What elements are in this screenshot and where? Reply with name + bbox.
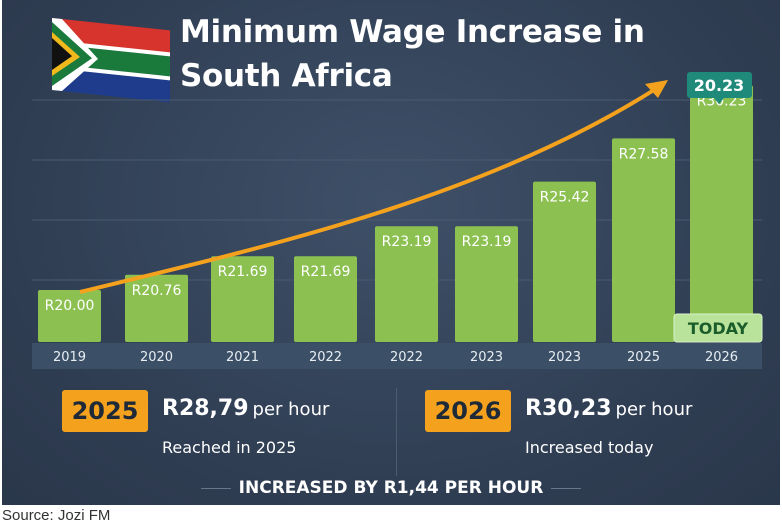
x-tick-label: 2025 (627, 350, 660, 365)
callout-badge: 20.23 (687, 72, 752, 104)
data-label: R20.76 (132, 283, 182, 299)
footer-text: INCREASED BY R1,44 PER HOUR (238, 478, 544, 498)
data-label: R25.42 (540, 190, 590, 206)
x-tick-label: 2022 (309, 350, 342, 365)
page-title: Minimum Wage Increase in South Africa (180, 14, 645, 94)
unit: per hour (252, 399, 330, 420)
bar (125, 274, 188, 342)
note: Reached in 2025 (162, 438, 297, 457)
year-badge: 2025 (62, 390, 148, 432)
x-axis-band (32, 343, 762, 369)
infographic-panel: R20.00 2019 R20.76 2020 R21.69 2021 R21.69 2022… (2, 0, 780, 505)
chart: R20.00 2019 R20.76 2020 R21.69 2021 R21.69 2022… (32, 18, 763, 369)
footer-banner: INCREASED BY R1,44 PER HOUR (2, 478, 780, 498)
x-tick-label: 2023 (548, 350, 581, 365)
note: Increased today (525, 438, 654, 457)
divider (396, 388, 397, 476)
data-label: R23.19 (382, 234, 432, 250)
x-tick-label: 2019 (53, 350, 86, 365)
data-label: R21.69 (301, 264, 351, 280)
today-badge: TODAY (673, 313, 763, 343)
bar (211, 256, 274, 342)
source-caption: Source: Jozi FM (2, 507, 111, 524)
bar (533, 181, 596, 342)
bar (375, 226, 438, 342)
x-tick-label: 2022 (390, 350, 423, 365)
bar (612, 138, 675, 342)
x-tick-label: 2020 (140, 350, 173, 365)
today-label: TODAY (688, 319, 749, 338)
data-label: R20.00 (45, 298, 95, 314)
x-tick-label: 2021 (226, 350, 259, 365)
bar (38, 290, 101, 342)
x-tick-label: 2026 (705, 350, 738, 365)
bar (455, 226, 518, 342)
bar (294, 256, 357, 342)
data-label: R23.19 (462, 234, 512, 250)
amount: R30,23 (525, 396, 612, 421)
callout-label: 20.23 (694, 76, 745, 95)
trend-arrow (79, 86, 659, 294)
south-africa-flag (52, 18, 170, 103)
data-label: R27.58 (619, 146, 669, 162)
year-badge: 2026 (425, 390, 511, 432)
amount: R28,79 (162, 396, 249, 421)
x-tick-label: 2023 (470, 350, 503, 365)
unit: per hour (615, 399, 693, 420)
bar (690, 85, 753, 343)
trend-arrowhead (645, 80, 668, 98)
data-label: R21.69 (218, 264, 268, 280)
